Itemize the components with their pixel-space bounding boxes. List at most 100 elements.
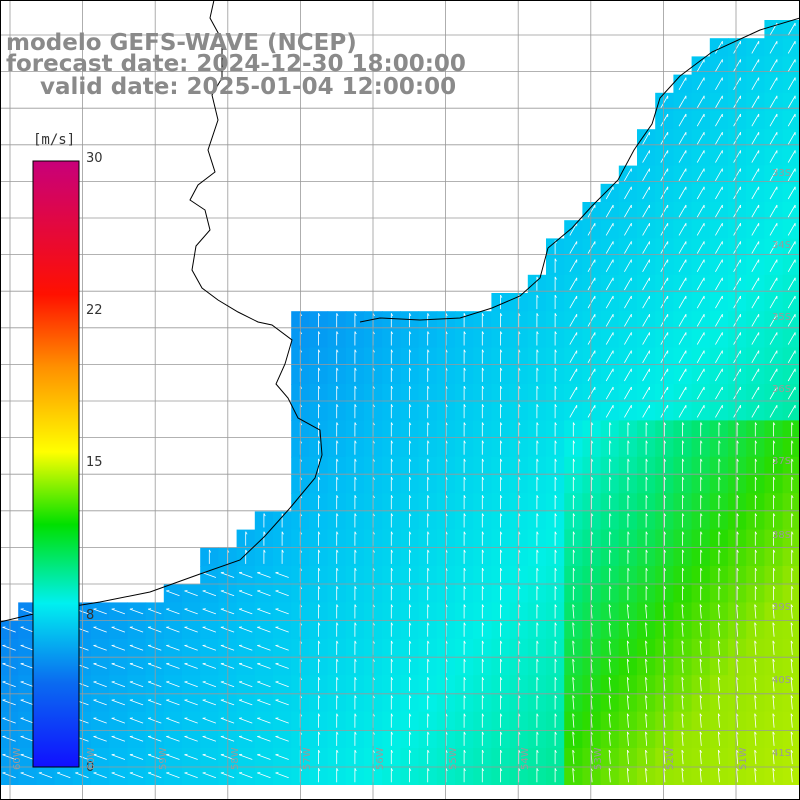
wind-arrow-head [682,440,685,444]
wind-cell [673,256,693,276]
wind-arrow [184,754,198,760]
wind-arrow-head [554,622,557,626]
wind-arrow-head [700,586,703,590]
wind-arrow [20,772,35,779]
wind-arrow-head [445,695,448,699]
wind-cell [709,183,729,203]
wind-cell [728,365,747,385]
colorbar-tick: 8 [86,608,95,623]
wind-cell [582,402,602,421]
wind-arrow-head [609,531,612,535]
wind-arrow [184,772,198,779]
wind-arrow-head [518,658,521,662]
wind-arrow-head [518,440,521,444]
wind-arrow [772,750,775,765]
wind-arrow-head [736,695,739,699]
wind-arrow [733,241,741,254]
wind-cell [600,293,620,312]
wind-arrow-head [554,349,557,353]
wind-arrow [184,645,198,651]
wind-arrow-head [572,604,575,608]
wind-arrow [733,186,741,200]
wind-arrow-head [572,440,576,444]
wind-arrow-head [409,768,412,772]
colorbar-tick: 15 [86,455,103,470]
wind-arrow-head [445,640,448,644]
wind-arrow [645,659,648,674]
wind-arrow-head [336,640,339,644]
wind-arrow [733,168,741,181]
wind-arrow-head [536,458,539,462]
wind-arrow-head [354,695,357,699]
wind-arrow [166,608,180,615]
wind-arrow-head [445,440,448,444]
wind-arrow-head [427,367,430,371]
wind-cell [691,147,711,167]
valid-date: valid date: 2025-01-04 12:00:00 [40,74,457,100]
wind-arrow-head [663,567,667,571]
wind-arrow [93,626,107,633]
wind-arrow-head [427,385,430,389]
wind-arrow-head [554,458,557,462]
wind-arrow [751,59,760,72]
wind-arrow-head [336,567,339,571]
wind-arrow [787,277,796,291]
wind-arrow-head [608,731,612,735]
wind-arrow [769,168,778,181]
wind-arrow-head [281,531,284,535]
wind-arrow [645,604,648,619]
wind-arrow-head [500,458,503,462]
wind-cell [709,92,729,112]
wind-cell [764,183,784,203]
wind-arrow-head [627,513,630,517]
wind-arrow-head [390,768,394,772]
wind-arrow [696,113,705,127]
wind-arrow [605,259,614,272]
wind-cell [673,92,693,112]
wind-arrow [569,259,578,272]
wind-arrow-head [645,495,648,499]
wind-arrow-head [773,422,776,426]
wind-arrow [678,95,687,109]
wind-arrow-head [627,476,630,480]
wind-arrow-head [718,476,721,480]
wind-arrow-head [518,476,521,480]
wind-arrow-head [681,731,684,735]
wind-arrow-head [645,586,648,590]
wind-arrow-head [409,622,412,626]
wind-arrow [626,713,629,728]
wind-arrow-head [409,313,412,317]
wind-arrow [736,677,739,692]
wind-arrow-head [645,749,648,753]
wind-arrow [681,750,684,765]
wind-cell [709,365,729,385]
wind-arrow-head [354,749,357,753]
wind-arrow-head [772,731,775,735]
wind-arrow-head [699,640,703,644]
wind-arrow-head [500,677,503,681]
wind-arrow-head [336,586,339,590]
wind-arrow [717,695,720,710]
wind-arrow-head [390,713,394,717]
wind-arrow-head [336,331,339,335]
wind-arrow-head [791,586,794,590]
wind-arrow [572,750,575,765]
wind-arrow [184,681,198,688]
wind-arrow-head [536,731,539,735]
wind-cell [691,402,711,421]
wind-arrow [696,95,705,109]
wind-arrow-head [500,404,503,408]
wind-arrow [275,681,289,688]
wind-arrow [790,731,793,746]
wind-cell [600,329,620,349]
wind-arrow [2,772,16,779]
wind-arrow [587,295,596,309]
wind-arrow [111,663,126,669]
wind-arrow-head [700,422,703,426]
wind-arrow-head [463,768,466,772]
wind-arrow-head [717,677,721,681]
wind-arrow [608,750,611,765]
wind-arrow-head [481,768,485,772]
wind-arrow-head [445,458,448,462]
wind-arrow-head [754,495,758,499]
